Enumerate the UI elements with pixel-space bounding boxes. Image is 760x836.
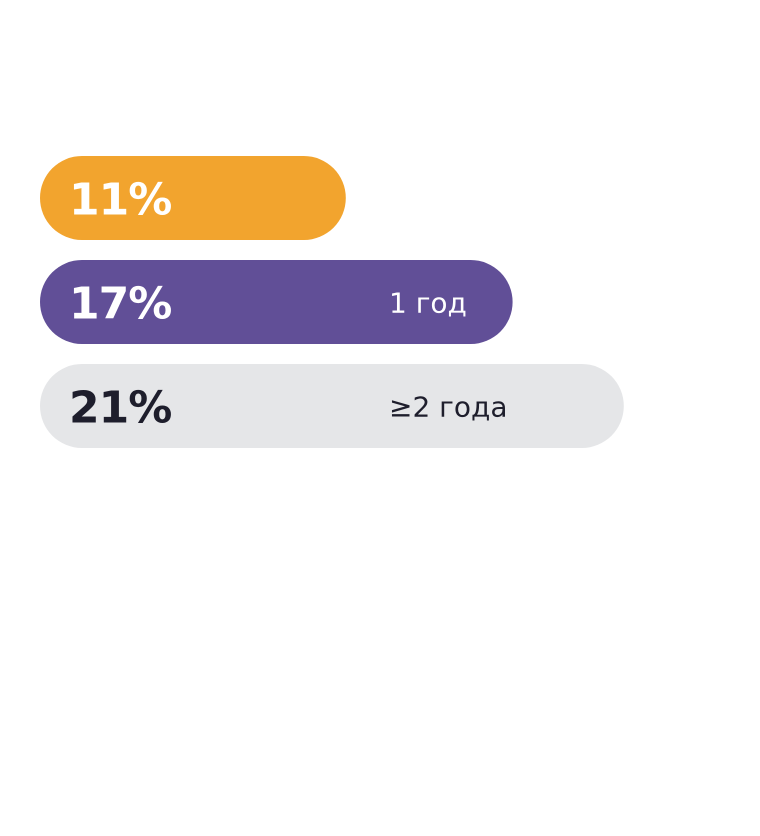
value-label: 17% — [69, 279, 171, 330]
value-label: 21% — [69, 383, 171, 434]
bar — [40, 156, 346, 240]
bar — [40, 364, 624, 448]
category-label: ≥2 года — [389, 391, 508, 424]
bar — [40, 260, 513, 344]
category-label: 1 год — [389, 287, 467, 320]
value-label: 11% — [69, 175, 171, 226]
